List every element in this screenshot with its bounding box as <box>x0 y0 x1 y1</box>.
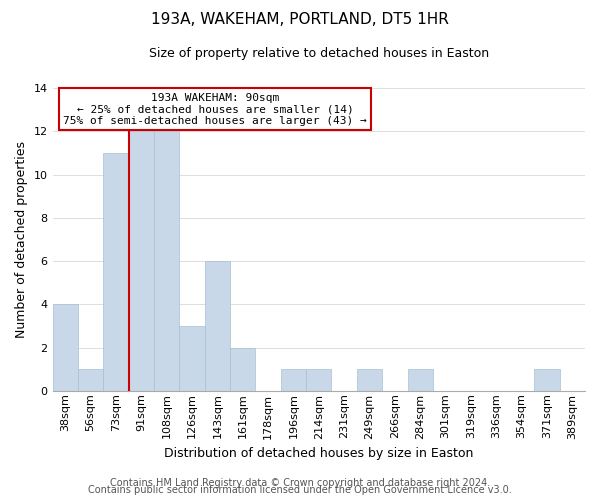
Bar <box>534 369 560 391</box>
X-axis label: Distribution of detached houses by size in Easton: Distribution of detached houses by size … <box>164 447 473 460</box>
Bar <box>103 153 128 391</box>
Bar <box>230 348 256 391</box>
Bar <box>128 132 154 391</box>
Text: Contains HM Land Registry data © Crown copyright and database right 2024.: Contains HM Land Registry data © Crown c… <box>110 478 490 488</box>
Text: 193A WAKEHAM: 90sqm
← 25% of detached houses are smaller (14)
75% of semi-detach: 193A WAKEHAM: 90sqm ← 25% of detached ho… <box>63 92 367 126</box>
Title: Size of property relative to detached houses in Easton: Size of property relative to detached ho… <box>149 48 489 60</box>
Bar <box>53 304 78 391</box>
Text: 193A, WAKEHAM, PORTLAND, DT5 1HR: 193A, WAKEHAM, PORTLAND, DT5 1HR <box>151 12 449 28</box>
Bar <box>306 369 331 391</box>
Bar <box>179 326 205 391</box>
Text: Contains public sector information licensed under the Open Government Licence v3: Contains public sector information licen… <box>88 485 512 495</box>
Bar <box>205 261 230 391</box>
Y-axis label: Number of detached properties: Number of detached properties <box>15 141 28 338</box>
Bar <box>407 369 433 391</box>
Bar <box>357 369 382 391</box>
Bar <box>281 369 306 391</box>
Bar <box>78 369 103 391</box>
Bar <box>154 132 179 391</box>
